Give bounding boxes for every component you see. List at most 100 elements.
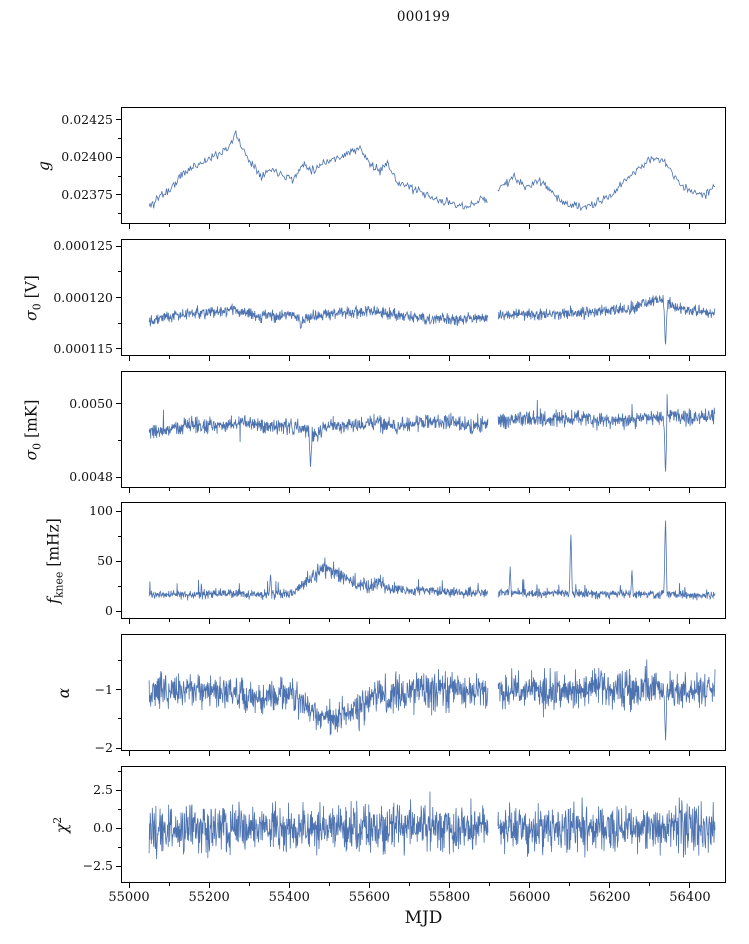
- x-tick: [288, 488, 290, 493]
- x-tick: [449, 619, 451, 624]
- x-axis-label: MJD: [404, 908, 443, 928]
- x-tick-label: 55200: [188, 890, 230, 905]
- x-tick: [128, 619, 130, 624]
- x-minor-tick: [168, 619, 170, 622]
- series-svg-alpha: [148, 659, 716, 741]
- y-tick: [116, 560, 121, 562]
- x-tick: [689, 619, 691, 624]
- x-minor-tick: [408, 883, 410, 886]
- x-minor-tick: [408, 751, 410, 754]
- x-minor-tick: [168, 751, 170, 754]
- x-tick: [368, 488, 370, 493]
- x-tick: [689, 356, 691, 361]
- y-tick-label: 0.000125: [53, 238, 113, 254]
- x-tick: [529, 883, 531, 888]
- x-tick: [609, 883, 611, 888]
- y-minor-tick: [118, 585, 121, 587]
- series-line-g: [148, 130, 716, 212]
- x-tick: [368, 751, 370, 756]
- x-tick-label: 55400: [268, 890, 310, 905]
- x-minor-tick: [649, 224, 651, 227]
- y-axis-label-seg: 2: [50, 816, 64, 824]
- x-tick: [208, 619, 210, 624]
- x-minor-tick: [328, 883, 330, 886]
- y-tick-label: 100: [89, 503, 113, 518]
- y-tick-label: 0: [105, 603, 113, 618]
- x-tick: [128, 883, 130, 888]
- y-tick-label: 0.02375: [61, 186, 113, 202]
- x-tick: [529, 356, 531, 361]
- series-line-chi2: [148, 791, 716, 860]
- x-tick-label: 56400: [669, 890, 711, 905]
- series-svg-fknee: [148, 520, 716, 601]
- y-tick-label: 0.0048: [69, 469, 113, 485]
- y-tick: [116, 510, 121, 512]
- series-line-alpha: [148, 659, 716, 741]
- x-minor-tick: [248, 488, 250, 491]
- y-axis-label-seg: α: [55, 687, 73, 698]
- panel-fknee: 100 50 0 fknee [mHz]: [0, 502, 749, 624]
- series-line-fknee: [148, 520, 716, 601]
- x-tick: [208, 224, 210, 229]
- y-tick: [116, 827, 121, 829]
- x-minor-tick: [408, 224, 410, 227]
- y-minor-tick: [118, 718, 121, 720]
- x-minor-tick: [649, 751, 651, 754]
- y-tick: [116, 610, 121, 612]
- y-tick: [116, 789, 121, 791]
- x-minor-tick: [248, 619, 250, 622]
- x-tick: [288, 751, 290, 756]
- x-minor-tick: [649, 356, 651, 359]
- panel-g: 0.02425 0.02400 0.02375 g: [0, 107, 749, 229]
- x-tick: [128, 224, 130, 229]
- x-tick: [529, 751, 531, 756]
- x-minor-tick: [168, 356, 170, 359]
- x-minor-tick: [248, 751, 250, 754]
- y-minor-tick: [118, 535, 121, 537]
- y-tick-label: −2.5: [82, 858, 113, 874]
- series-line-sigma0-v: [148, 295, 716, 345]
- x-minor-tick: [168, 488, 170, 491]
- y-minor-tick: [118, 846, 121, 848]
- y-minor-tick: [118, 213, 121, 214]
- x-minor-tick: [569, 488, 571, 491]
- x-minor-tick: [408, 619, 410, 622]
- y-tick: [116, 865, 121, 867]
- x-tick: [609, 619, 611, 624]
- x-minor-tick: [569, 224, 571, 227]
- panel-alpha: −1 −2 α: [0, 634, 749, 756]
- y-minor-tick: [118, 659, 121, 661]
- x-minor-tick: [328, 619, 330, 622]
- x-tick: [689, 751, 691, 756]
- x-tick: [128, 356, 130, 361]
- y-minor-tick: [118, 770, 121, 772]
- x-tick: [449, 224, 451, 229]
- x-minor-tick: [649, 619, 651, 622]
- plot-area-g: [121, 107, 726, 224]
- x-tick: [368, 356, 370, 361]
- x-minor-tick: [248, 224, 250, 227]
- x-minor-tick: [649, 488, 651, 491]
- x-tick: [449, 488, 451, 493]
- x-tick: [449, 883, 451, 888]
- y-tick: [116, 297, 121, 298]
- x-tick: [449, 356, 451, 361]
- y-tick-label: −1: [94, 681, 113, 697]
- x-minor-tick: [328, 356, 330, 359]
- y-tick: [116, 689, 121, 691]
- x-minor-tick: [408, 488, 410, 491]
- plot-area-alpha: [121, 634, 726, 751]
- y-axis-label-alpha: α: [55, 687, 73, 697]
- x-tick: [288, 224, 290, 229]
- x-tick: [449, 751, 451, 756]
- y-minor-tick: [118, 175, 121, 177]
- x-minor-tick: [168, 883, 170, 886]
- x-tick-label: 55000: [108, 890, 150, 905]
- y-tick-label: −2: [94, 740, 113, 756]
- x-minor-tick: [569, 356, 571, 359]
- x-minor-tick: [328, 224, 330, 227]
- y-tick: [116, 403, 121, 405]
- x-tick-label: 56000: [508, 890, 551, 905]
- x-tick: [368, 619, 370, 624]
